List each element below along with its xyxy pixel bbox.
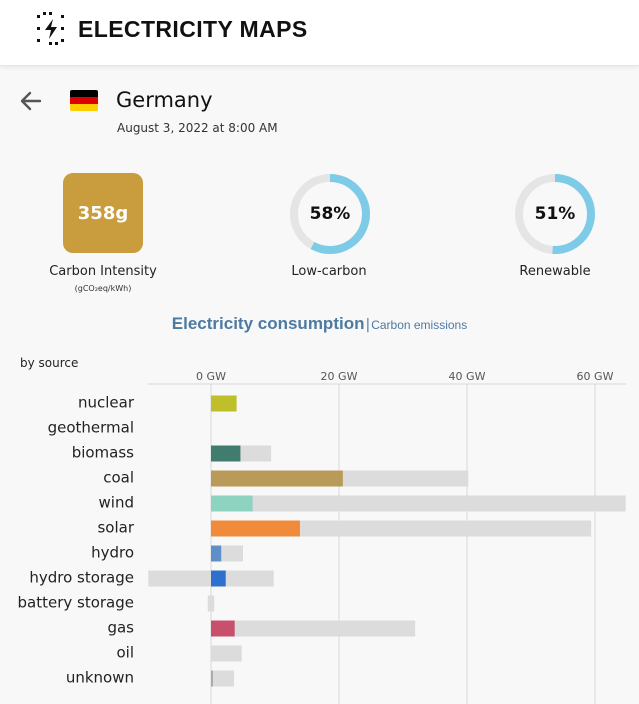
country-name: Germany <box>116 88 213 112</box>
chart-title: by source <box>20 356 79 370</box>
production-bar-solar <box>211 520 300 537</box>
low-carbon-donut-arc <box>290 174 370 254</box>
tab-electricity-consumption[interactable]: Electricity consumption <box>171 314 365 333</box>
low-carbon-label: Low-carbon <box>291 264 367 279</box>
carbon-intensity-badge: 358g <box>63 173 143 253</box>
capacity-bar-hydro-storage <box>211 570 274 587</box>
production-bar-gas <box>211 620 235 637</box>
category-label-biomass: biomass <box>72 444 134 462</box>
tick-label-20: 20 GW <box>321 370 358 383</box>
production-bar-unknown <box>211 670 213 687</box>
production-bar-hydro-storage <box>211 570 226 587</box>
category-label-wind: wind <box>99 494 134 512</box>
tab-carbon-emissions[interactable]: Carbon emissions <box>371 318 468 332</box>
capacity-bar-wind <box>211 495 626 512</box>
capacity-bar-solar <box>211 520 592 537</box>
category-label-hydro-storage: hydro storage <box>29 569 134 587</box>
category-label-nuclear: nuclear <box>78 394 135 412</box>
renewable-donut <box>515 174 595 254</box>
capacity-bar-negative-battery-storage <box>207 595 211 612</box>
category-label-gas: gas <box>107 619 134 637</box>
category-label-battery-storage: battery storage <box>18 594 135 612</box>
app-title: ELECTRICITY MAPS <box>78 16 308 42</box>
category-label-solar: solar <box>97 519 134 537</box>
production-bar-nuclear <box>211 395 237 412</box>
category-label-oil: oil <box>116 644 134 662</box>
low-carbon-value: 58% <box>309 204 351 224</box>
category-label-coal: coal <box>103 469 134 487</box>
lightning-bolt-icon <box>37 12 64 45</box>
chart-mode-tabs: Electricity consumption|Carbon emissions <box>0 314 639 334</box>
capacity-bar-oil <box>211 645 242 662</box>
production-bar-biomass <box>211 445 241 462</box>
capacity-bar-battery-storage <box>211 595 215 612</box>
production-bar-hydro <box>211 545 222 562</box>
carbon-intensity-label: Carbon Intensity <box>49 264 157 279</box>
production-bar-wind <box>211 495 253 512</box>
capacity-bar-unknown <box>211 670 235 687</box>
carbon-intensity-value: 358g <box>77 202 129 224</box>
top-bar: ELECTRICITY MAPS <box>0 0 639 66</box>
tick-label-40: 40 GW <box>449 370 486 383</box>
renewable-value: 51% <box>534 204 576 224</box>
country-flag <box>70 90 98 111</box>
tick-label-60: 60 GW <box>577 370 614 383</box>
low-carbon-donut <box>290 174 370 254</box>
category-label-hydro: hydro <box>91 544 134 562</box>
source-bar-chart: 0 GW 20 GW 40 GW 60 GW nuclear geothermal biom… <box>18 370 626 704</box>
datetime-label: August 3, 2022 at 8:00 AM <box>117 121 278 135</box>
category-label-unknown: unknown <box>66 669 134 687</box>
category-label-geothermal: geothermal <box>48 419 134 437</box>
carbon-intensity-unit: (gCO₂eq/kWh) <box>74 284 132 293</box>
capacity-bar-gas <box>211 620 416 637</box>
back-arrow-icon[interactable] <box>18 88 44 114</box>
renewable-donut-arc <box>515 174 595 254</box>
tab-separator: | <box>365 317 371 333</box>
tick-label-0: 0 GW <box>196 370 226 383</box>
production-bar-coal <box>211 470 343 487</box>
renewable-label: Renewable <box>519 264 591 279</box>
capacity-bar-negative-hydro-storage <box>148 570 211 587</box>
